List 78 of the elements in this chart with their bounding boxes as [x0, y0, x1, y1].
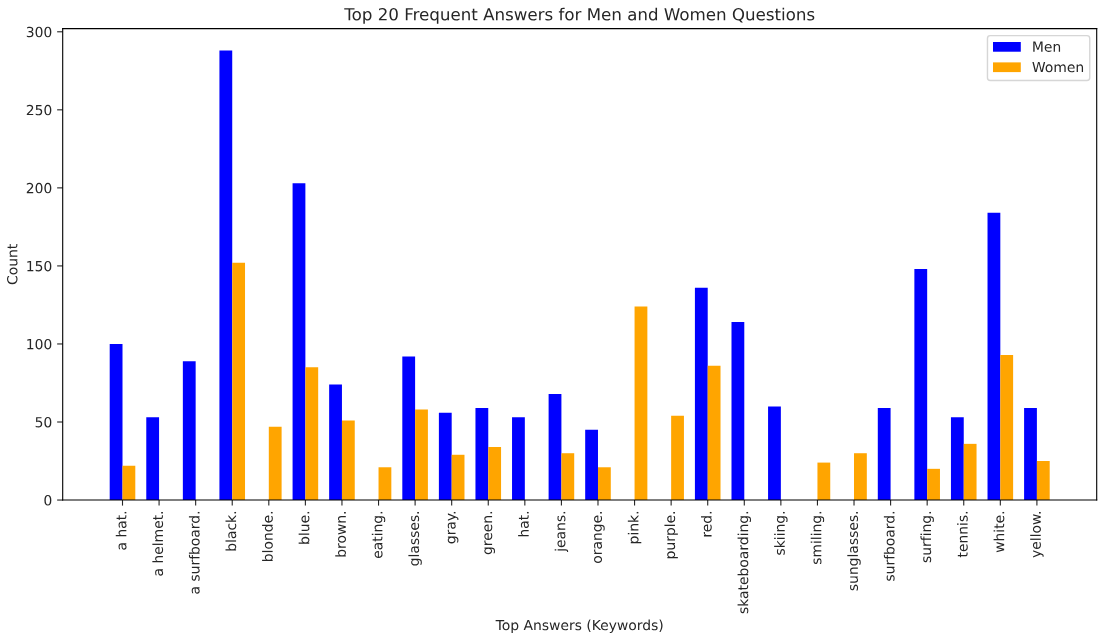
- x-tick-label: brown.: [335, 511, 346, 557]
- bar: [292, 183, 306, 501]
- chart-title: Top 20 Frequent Answers for Men and Women Questions: [344, 7, 815, 24]
- bar: [963, 443, 977, 501]
- bar: [694, 287, 708, 501]
- x-tick-label: blue.: [298, 511, 310, 544]
- bar: [950, 417, 964, 501]
- legend-label: Women: [1032, 61, 1084, 73]
- x-tick-label: sunglasses.: [847, 511, 861, 591]
- bar: [707, 365, 721, 501]
- bar: [402, 356, 416, 501]
- bar: [585, 429, 598, 501]
- bar: [597, 467, 611, 501]
- bar: [305, 367, 319, 501]
- bar: [268, 426, 282, 501]
- x-tick-label: surfing.: [920, 511, 934, 563]
- y-tick-label: 50: [35, 416, 52, 428]
- bar: [817, 462, 831, 501]
- x-tick-label: eating.: [371, 511, 386, 559]
- bar: [854, 453, 867, 501]
- x-tick-label: a helmet.: [152, 511, 164, 576]
- x-tick-label: white.: [993, 511, 1005, 553]
- bar: [182, 361, 196, 501]
- x-tick-label: green.: [484, 511, 495, 555]
- x-tick-label: a surfboard.: [188, 511, 200, 594]
- bar: [914, 269, 928, 501]
- bar: [451, 454, 465, 501]
- x-tick-label: glasses.: [408, 511, 422, 566]
- bar: [378, 467, 392, 501]
- x-tick-label: purple.: [664, 511, 678, 559]
- y-tick-label: 150: [27, 260, 52, 272]
- bar: [548, 393, 562, 501]
- bar: [561, 453, 575, 501]
- y-tick-label: 250: [26, 104, 52, 116]
- x-tick-label: blonde.: [262, 511, 273, 561]
- x-tick-label: a hat.: [115, 511, 127, 550]
- bar: [341, 420, 355, 501]
- x-tick-label: black.: [225, 511, 237, 551]
- legend-label: Men: [1033, 41, 1061, 52]
- bar: [731, 322, 745, 501]
- bar: [768, 406, 781, 501]
- bar: [877, 407, 891, 501]
- bar: [415, 409, 428, 501]
- bar: [1000, 354, 1014, 501]
- x-tick-label: orange.: [594, 511, 605, 563]
- x-tick-label: red.: [700, 511, 712, 537]
- x-tick-label: jeans.: [554, 511, 569, 553]
- x-tick-label: skateboarding.: [737, 511, 752, 614]
- bar: [927, 468, 940, 501]
- bar: [109, 343, 123, 501]
- x-tick-label: tennis.: [957, 511, 968, 558]
- bar: [1024, 407, 1037, 501]
- bar: [634, 306, 648, 501]
- x-tick-label: yellow.: [1030, 511, 1044, 558]
- y-tick-label: 200: [26, 182, 52, 194]
- y-tick-label: 300: [26, 26, 52, 38]
- bar: [219, 50, 233, 501]
- x-axis-title: Top Answers (Keywords): [495, 619, 663, 633]
- x-tick-label: hat.: [518, 511, 529, 537]
- y-tick-label: 0: [44, 495, 52, 506]
- x-tick-label: pink.: [627, 511, 642, 544]
- bar: [232, 262, 246, 501]
- bar: [512, 417, 525, 501]
- bar: [146, 417, 160, 501]
- y-axis-title: Count: [7, 244, 18, 285]
- x-tick-label: surfboard.: [883, 511, 895, 581]
- y-tick-label: 100: [27, 338, 52, 350]
- bar: [987, 212, 1001, 501]
- x-tick-label: smiling.: [810, 511, 825, 565]
- bar: [475, 407, 489, 501]
- bar: [438, 412, 452, 501]
- bar: [1036, 461, 1050, 501]
- bar: [488, 446, 502, 501]
- bar: [329, 384, 342, 501]
- bar: [671, 415, 684, 501]
- x-tick-label: skiing.: [774, 511, 788, 555]
- x-tick-label: gray.: [447, 511, 459, 544]
- bar: [122, 465, 136, 501]
